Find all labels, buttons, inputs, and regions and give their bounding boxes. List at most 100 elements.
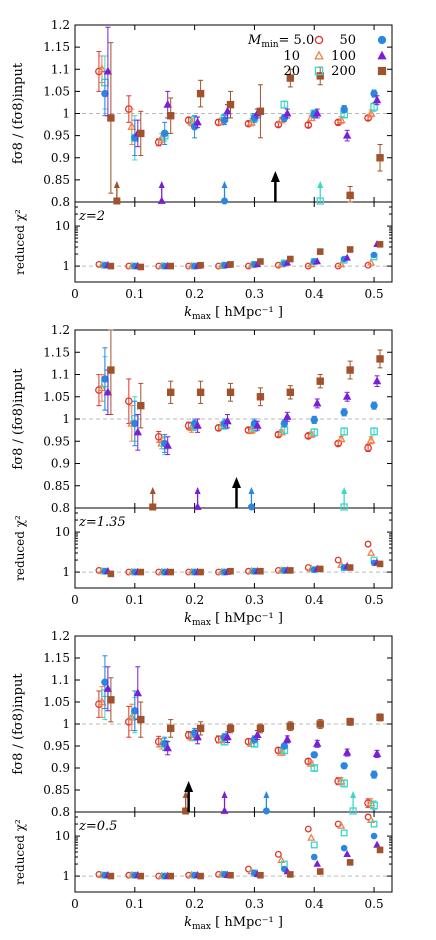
kmax-arrow-marker bbox=[349, 807, 357, 815]
data-point bbox=[97, 382, 107, 392]
series-200 bbox=[107, 42, 384, 271]
x-tick-label: 0 bbox=[71, 593, 79, 607]
data-point bbox=[166, 388, 175, 397]
data-point bbox=[137, 715, 145, 724]
y-tick-label: 1.05 bbox=[43, 84, 70, 98]
legend-marker bbox=[377, 50, 387, 60]
y-tick-label: 1.1 bbox=[51, 62, 70, 76]
y-tick-label: 1.1 bbox=[51, 673, 70, 687]
x-axis-label: kmax [ hMpc⁻¹ ] bbox=[184, 915, 283, 932]
kmax-arrow-head bbox=[158, 181, 165, 188]
y-tick-label: 10 bbox=[55, 525, 70, 539]
data-point bbox=[161, 129, 169, 138]
data-point bbox=[364, 444, 372, 452]
chi2-point bbox=[370, 832, 378, 840]
chi2-point bbox=[137, 568, 145, 576]
y-tick-label: 10 bbox=[55, 829, 70, 843]
chi2-point bbox=[367, 258, 376, 266]
chi2-point bbox=[227, 567, 234, 575]
y-tick-label: 1.2 bbox=[51, 323, 70, 337]
data-point bbox=[313, 108, 322, 117]
chi2-point bbox=[137, 872, 145, 880]
data-point bbox=[101, 678, 109, 686]
chi2-point bbox=[227, 871, 234, 879]
data-point bbox=[196, 388, 205, 397]
legend-marker bbox=[314, 50, 324, 60]
series-200 bbox=[107, 329, 384, 578]
panel-2: 0.8 0.85 0.9 0.95 1 1.05 1.1 1.15 1.2 1 10 0 0.1 0.2 0… bbox=[11, 323, 393, 628]
x-axis-label: kmax [ hMpc⁻¹ ] bbox=[184, 611, 283, 628]
data-point bbox=[226, 388, 235, 397]
y-tick-label: 0.95 bbox=[43, 129, 70, 143]
y-tick-label: 1.05 bbox=[43, 695, 70, 709]
data-point bbox=[316, 72, 324, 80]
chi2-point bbox=[257, 871, 264, 879]
chi2-point bbox=[197, 261, 204, 269]
series-10 bbox=[97, 55, 376, 269]
data-point bbox=[256, 107, 265, 115]
data-point bbox=[127, 121, 137, 130]
y-tick-label: 0.85 bbox=[43, 479, 70, 493]
series-200 bbox=[107, 677, 384, 880]
truth-arrow-head bbox=[184, 781, 194, 792]
data-point bbox=[101, 89, 109, 98]
data-point bbox=[283, 108, 292, 117]
chi2-point bbox=[283, 258, 292, 266]
y-tick-label: 1.15 bbox=[43, 345, 70, 359]
legend-label: 10 bbox=[283, 49, 300, 64]
legend-label: 20 bbox=[283, 64, 300, 79]
x-axis-label: kmax [ hMpc⁻¹ ] bbox=[184, 305, 283, 322]
data-point bbox=[286, 74, 295, 82]
data-point bbox=[366, 108, 376, 117]
data-point bbox=[376, 355, 384, 363]
chi2-point bbox=[107, 872, 115, 880]
chi2-point bbox=[227, 261, 234, 268]
data-point bbox=[304, 121, 313, 129]
chi2-point bbox=[346, 246, 354, 253]
chi2-point bbox=[367, 548, 376, 556]
y-tick-label: 1 bbox=[62, 412, 70, 426]
x-tick-label: 0.4 bbox=[305, 287, 324, 301]
data-point bbox=[283, 412, 292, 420]
chi2-point bbox=[257, 567, 264, 575]
y-tick-label: 0.9 bbox=[51, 457, 70, 471]
y-tick-label: 1 bbox=[62, 107, 70, 121]
data-point bbox=[193, 732, 202, 741]
x-tick-label: 0.1 bbox=[125, 593, 144, 607]
series-100 bbox=[103, 369, 382, 575]
y-tick-label: 1 bbox=[62, 869, 70, 883]
chi2-point bbox=[346, 564, 354, 571]
data-point bbox=[163, 99, 172, 108]
data-point bbox=[342, 392, 352, 400]
chi2-point bbox=[373, 840, 381, 848]
data-point bbox=[253, 420, 262, 429]
x-tick-label: 0.5 bbox=[365, 897, 384, 911]
chi2-point bbox=[197, 872, 204, 880]
series-50 bbox=[101, 655, 378, 880]
series-50 bbox=[101, 70, 378, 270]
chi2-point bbox=[346, 859, 354, 866]
data-point bbox=[166, 112, 175, 120]
kmax-arrow-head bbox=[221, 791, 228, 798]
chi2-point bbox=[304, 825, 312, 833]
x-tick-label: 0.3 bbox=[245, 287, 264, 301]
data-point bbox=[163, 743, 172, 752]
data-point bbox=[280, 419, 289, 428]
data-point bbox=[340, 427, 349, 436]
data-point bbox=[346, 366, 354, 374]
data-point bbox=[223, 416, 232, 425]
y-tick-label: 1.2 bbox=[51, 18, 70, 32]
bottom-y-axis-label: reduced χ² bbox=[13, 515, 27, 581]
truth-arrow-head bbox=[270, 171, 280, 182]
series-10 bbox=[97, 686, 376, 879]
data-point bbox=[133, 427, 142, 436]
chi2-point bbox=[310, 841, 318, 849]
data-point bbox=[286, 722, 295, 730]
chi2-point bbox=[167, 262, 174, 270]
series-20 bbox=[101, 55, 378, 270]
data-point bbox=[280, 100, 289, 109]
data-point bbox=[193, 117, 202, 126]
chi2-point bbox=[337, 821, 346, 829]
data-point bbox=[196, 89, 205, 98]
legend-title: Mmin= 5.0 bbox=[247, 33, 314, 50]
